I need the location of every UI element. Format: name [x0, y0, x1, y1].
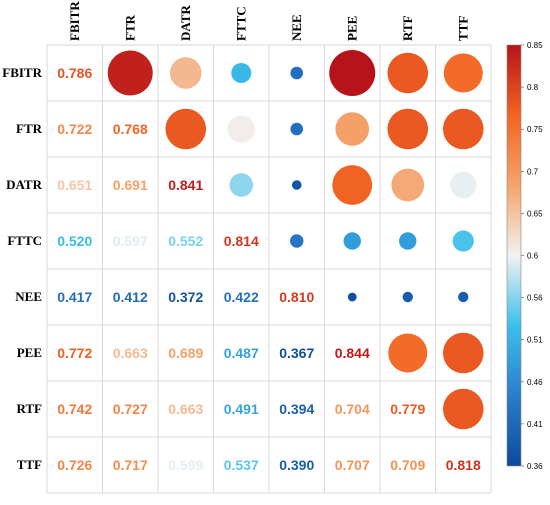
correlation-circle	[388, 333, 428, 373]
correlation-circle	[443, 53, 483, 93]
correlation-circle	[290, 122, 304, 136]
data-label: 0.390	[279, 457, 314, 473]
colorbar	[506, 44, 522, 467]
correlation-circle	[332, 165, 373, 205]
data-label: 0.722	[57, 121, 92, 137]
correlation-circle	[290, 66, 304, 80]
column-label: FTTC	[233, 6, 248, 41]
data-label: 0.367	[279, 345, 314, 361]
data-label: 0.491	[224, 401, 259, 417]
correlation-circle	[347, 292, 357, 302]
correlation-circle	[165, 108, 207, 150]
data-label: 0.663	[168, 401, 203, 417]
data-label: 0.691	[113, 177, 148, 193]
colorbar-tick-label: 0.6	[527, 252, 539, 261]
row-label: PEE	[17, 345, 42, 360]
correlation-circle	[169, 57, 202, 89]
correlation-circle	[343, 232, 361, 250]
data-label: 0.709	[390, 457, 425, 473]
correlation-circle	[231, 63, 252, 83]
row-label: RTF	[16, 401, 42, 416]
data-label: 0.417	[57, 289, 92, 305]
data-label: 0.707	[335, 457, 370, 473]
correlation-circle	[442, 388, 484, 430]
data-label: 0.727	[113, 401, 148, 417]
correlation-circle	[227, 115, 255, 143]
row-label: FTTC	[7, 233, 42, 248]
row-label: DATR	[6, 177, 42, 192]
colorbar-tick-label: 0.46	[527, 378, 543, 387]
correlation-circle	[329, 50, 376, 96]
data-label: 0.844	[335, 345, 370, 361]
data-label: 0.772	[57, 345, 92, 361]
data-label: 0.717	[113, 457, 148, 473]
correlation-circle	[452, 230, 474, 252]
row-label: TTF	[17, 457, 42, 472]
colorbar-tick-label: 0.56	[527, 294, 543, 303]
data-label: 0.818	[446, 457, 481, 473]
column-label: RTF	[400, 15, 415, 41]
correlation-circle	[402, 291, 413, 303]
correlation-circle	[290, 234, 304, 248]
correlation-circle	[107, 50, 153, 96]
data-label: 0.810	[279, 289, 314, 305]
colorbar-tick-label: 0.85	[527, 41, 543, 50]
row-label: FTR	[16, 121, 43, 136]
correlation-circle	[449, 171, 477, 199]
data-label: 0.768	[113, 121, 148, 137]
correlation-circle	[387, 52, 429, 94]
data-label: 0.597	[113, 233, 148, 249]
data-label: 0.742	[57, 401, 92, 417]
data-label: 0.372	[168, 289, 203, 305]
column-label: FBITR	[67, 1, 82, 41]
row-label: FBITR	[2, 65, 42, 80]
colorbar-tick-label: 0.7	[527, 167, 539, 176]
correlation-circle	[399, 232, 417, 250]
data-label: 0.726	[57, 457, 92, 473]
correlation-circle	[229, 173, 254, 197]
colorbar-tick-label: 0.65	[527, 209, 543, 218]
data-label: 0.412	[113, 289, 148, 305]
colorbar-tick-label: 0.51	[527, 336, 543, 345]
data-label: 0.422	[224, 289, 259, 305]
data-label: 0.651	[57, 177, 92, 193]
correlation-circle	[442, 332, 484, 374]
correlation-circle	[335, 112, 370, 146]
data-label: 0.487	[224, 345, 259, 361]
correlation-circle	[391, 168, 425, 202]
data-label: 0.786	[57, 65, 92, 81]
correlation-circle	[291, 180, 302, 190]
row-label: NEE	[15, 289, 42, 304]
data-label: 0.663	[113, 345, 148, 361]
column-label: FTR	[122, 14, 137, 41]
colorbar-tick-label: 0.75	[527, 125, 543, 134]
column-label: PEE	[344, 16, 359, 41]
column-label: DATR	[178, 5, 193, 41]
data-label: 0.537	[224, 457, 259, 473]
colorbar-tick-label: 0.41	[527, 420, 543, 429]
data-label: 0.520	[57, 233, 92, 249]
colorbar-tick-label: 0.8	[527, 83, 539, 92]
data-label: 0.704	[335, 401, 370, 417]
data-label: 0.841	[168, 177, 203, 193]
correlation-circle	[458, 291, 469, 303]
colorbar-tick-label: 0.36	[527, 462, 543, 471]
data-label: 0.599	[168, 457, 203, 473]
data-label: 0.689	[168, 345, 203, 361]
data-label: 0.552	[168, 233, 203, 249]
data-label: 0.779	[390, 401, 425, 417]
column-label: TTF	[455, 16, 470, 41]
correlation-circle	[387, 108, 429, 150]
column-label: NEE	[289, 14, 304, 41]
data-label: 0.814	[224, 233, 259, 249]
data-label: 0.394	[279, 401, 314, 417]
correlation-circle	[442, 108, 484, 150]
